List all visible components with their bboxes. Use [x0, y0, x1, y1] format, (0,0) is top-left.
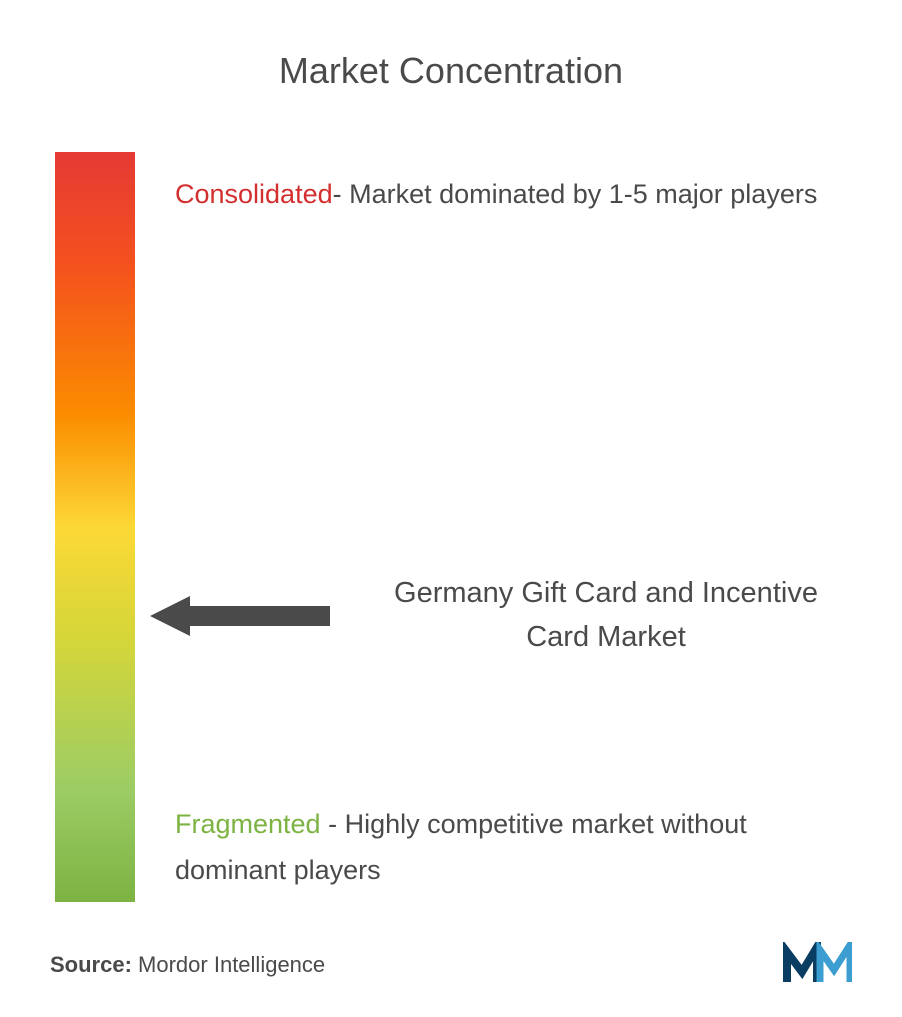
page-title: Market Concentration	[50, 50, 852, 92]
market-name-label: Germany Gift Card and Incentive Card Mar…	[360, 572, 852, 659]
content-area: Consolidated- Market dominated by 1-5 ma…	[50, 152, 852, 902]
fragmented-label: Fragmented	[175, 809, 321, 839]
concentration-gradient-bar	[55, 152, 135, 902]
fragmented-description: Fragmented - Highly competitive market w…	[175, 802, 852, 894]
mordor-logo-icon	[782, 942, 852, 987]
consolidated-label: Consolidated	[175, 179, 333, 209]
consolidated-description: Consolidated- Market dominated by 1-5 ma…	[175, 172, 852, 218]
source-text: Mordor Intelligence	[138, 952, 325, 977]
consolidated-desc-text: - Market dominated by 1-5 major players	[333, 179, 818, 209]
source-attribution: Source: Mordor Intelligence	[50, 952, 325, 978]
arrow-left-icon	[150, 591, 330, 641]
source-label: Source:	[50, 952, 132, 977]
market-indicator: Germany Gift Card and Incentive Card Mar…	[150, 572, 852, 659]
text-content: Consolidated- Market dominated by 1-5 ma…	[135, 152, 852, 902]
footer: Source: Mordor Intelligence	[50, 942, 852, 987]
